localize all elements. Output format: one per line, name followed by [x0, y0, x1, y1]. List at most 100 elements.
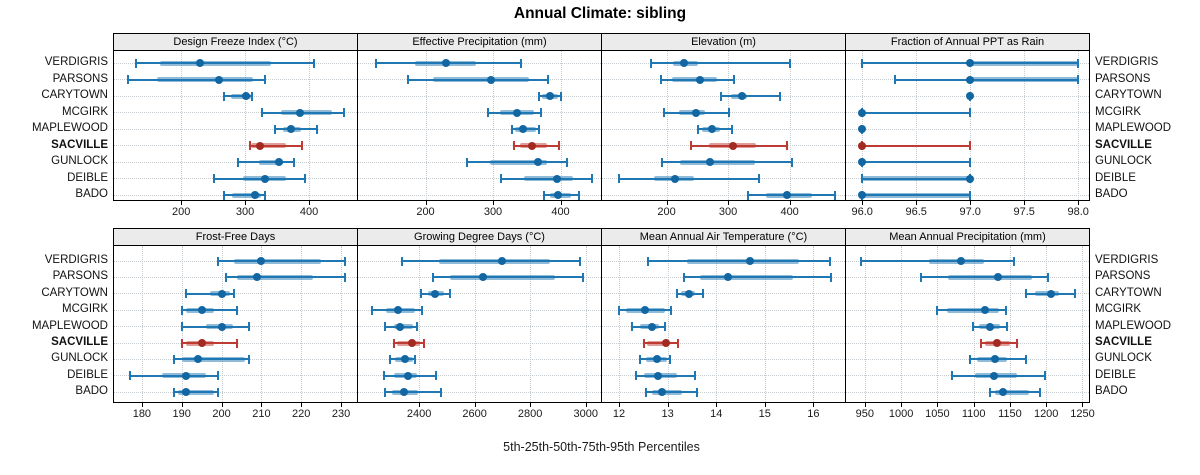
whisker-cap-right [969, 157, 972, 167]
h-gridline [602, 326, 845, 328]
whisker-cap-right [546, 75, 549, 84]
whisker-cap-left [222, 91, 225, 101]
whisker-line [862, 194, 971, 196]
median-dot [706, 158, 715, 166]
h-gridline [358, 128, 601, 130]
x-axis: 950 1000 1050 1100 1150 1200 1250 [845, 403, 1095, 425]
whisker-cap-right [969, 108, 972, 117]
whisker-cap-left [406, 75, 409, 84]
whisker-line [181, 309, 238, 312]
axis-tick-label: 1250 [1070, 408, 1095, 420]
v-gridline [619, 246, 620, 402]
v-gridline [181, 51, 182, 200]
whisker-line [862, 161, 971, 163]
axis-tick [245, 201, 246, 205]
whisker-cap-left [631, 322, 634, 332]
whisker-cap-right [670, 305, 673, 315]
axis-tick-label: 230 [331, 408, 351, 420]
median-dot [966, 59, 975, 67]
whisker-cap-left [382, 371, 385, 381]
whisker-cap-left [861, 58, 864, 68]
panel-strip: Mean Annual Precipitation (mm) [845, 228, 1090, 246]
h-gridline [114, 391, 357, 393]
whisker-cap-right [1006, 322, 1009, 332]
median-dot [729, 141, 738, 150]
whisker-cap-right [248, 322, 251, 332]
median-dot [260, 174, 269, 183]
v-gridline [667, 51, 668, 200]
whisker-cap-right [216, 371, 219, 381]
whisker-cap-left [689, 141, 692, 150]
median-dot [981, 306, 990, 315]
axis-tick [1046, 403, 1047, 407]
h-gridline [846, 293, 1089, 295]
station-label-right: DEIBLE [1095, 171, 1136, 184]
whisker-cap-right [558, 141, 561, 150]
median-dot [287, 125, 296, 133]
whisker-cap-left [420, 289, 423, 299]
median-dot [724, 273, 733, 282]
panel-strip: Effective Precipitation (mm) [357, 33, 602, 51]
whisker-cap-left [401, 256, 404, 266]
whisker-line [407, 78, 548, 81]
median-dot [993, 273, 1002, 282]
axis-tick [586, 403, 587, 407]
median-dot [553, 174, 562, 183]
axis-tick [765, 403, 766, 407]
h-gridline [358, 112, 601, 113]
median-dot [408, 339, 417, 347]
station-label-right: SACVILLE [1095, 138, 1152, 151]
axis-tick [182, 403, 183, 407]
h-gridline [846, 326, 1089, 328]
whisker-line [238, 161, 294, 163]
median-dot [966, 174, 975, 183]
whisker-cap-left [660, 75, 663, 84]
whisker-cap-right [236, 305, 239, 315]
whisker-cap-left [180, 322, 183, 332]
station-label-left: CARYTOWN [41, 286, 108, 299]
v-gridline [309, 51, 310, 200]
whisker-cap-right [791, 157, 794, 167]
axis-tick-label: 2800 [517, 408, 543, 420]
whisker-cap-right [830, 272, 833, 282]
whisker-cap-left [392, 338, 395, 348]
median-dot [858, 191, 867, 199]
whisker-cap-left [1024, 289, 1027, 299]
median-dot [431, 289, 440, 298]
median-dot [396, 322, 405, 331]
whisker-cap-left [500, 174, 503, 183]
axis-tick-label: 1000 [888, 408, 914, 420]
axis-tick [970, 201, 971, 205]
v-gridline [1010, 246, 1011, 402]
axis-tick [916, 201, 917, 205]
whisker-cap-left [216, 256, 219, 266]
station-label-left: SACVILLE [51, 336, 108, 348]
whisker-line [402, 260, 581, 262]
median-dot [519, 125, 528, 133]
v-gridline [561, 51, 562, 200]
v-gridline [974, 246, 975, 402]
median-dot [533, 158, 542, 166]
axis-tick [937, 403, 938, 407]
whisker-cap-right [778, 91, 781, 101]
whisker-line [128, 78, 265, 81]
median-dot [679, 59, 688, 67]
x-axis: 200 300 400 [113, 201, 358, 223]
v-gridline [1024, 51, 1025, 200]
whisker-cap-left [431, 272, 434, 282]
whisker-line [217, 260, 346, 262]
whisker-cap-right [292, 157, 295, 167]
whisker-line [951, 374, 1045, 377]
median-dot [404, 371, 413, 380]
station-label-right: PARSONS [1095, 72, 1151, 85]
median-dot [193, 355, 202, 364]
v-gridline [341, 246, 342, 402]
whisker-cap-right [449, 289, 452, 299]
whisker-cap-left [180, 305, 183, 315]
v-gridline [245, 51, 246, 200]
median-dot [253, 273, 262, 282]
axis-tick-label: 96.5 [905, 206, 927, 218]
station-label-right: BADO [1095, 188, 1128, 200]
station-label-left: CARYTOWN [41, 89, 108, 101]
median-dot [966, 92, 975, 100]
